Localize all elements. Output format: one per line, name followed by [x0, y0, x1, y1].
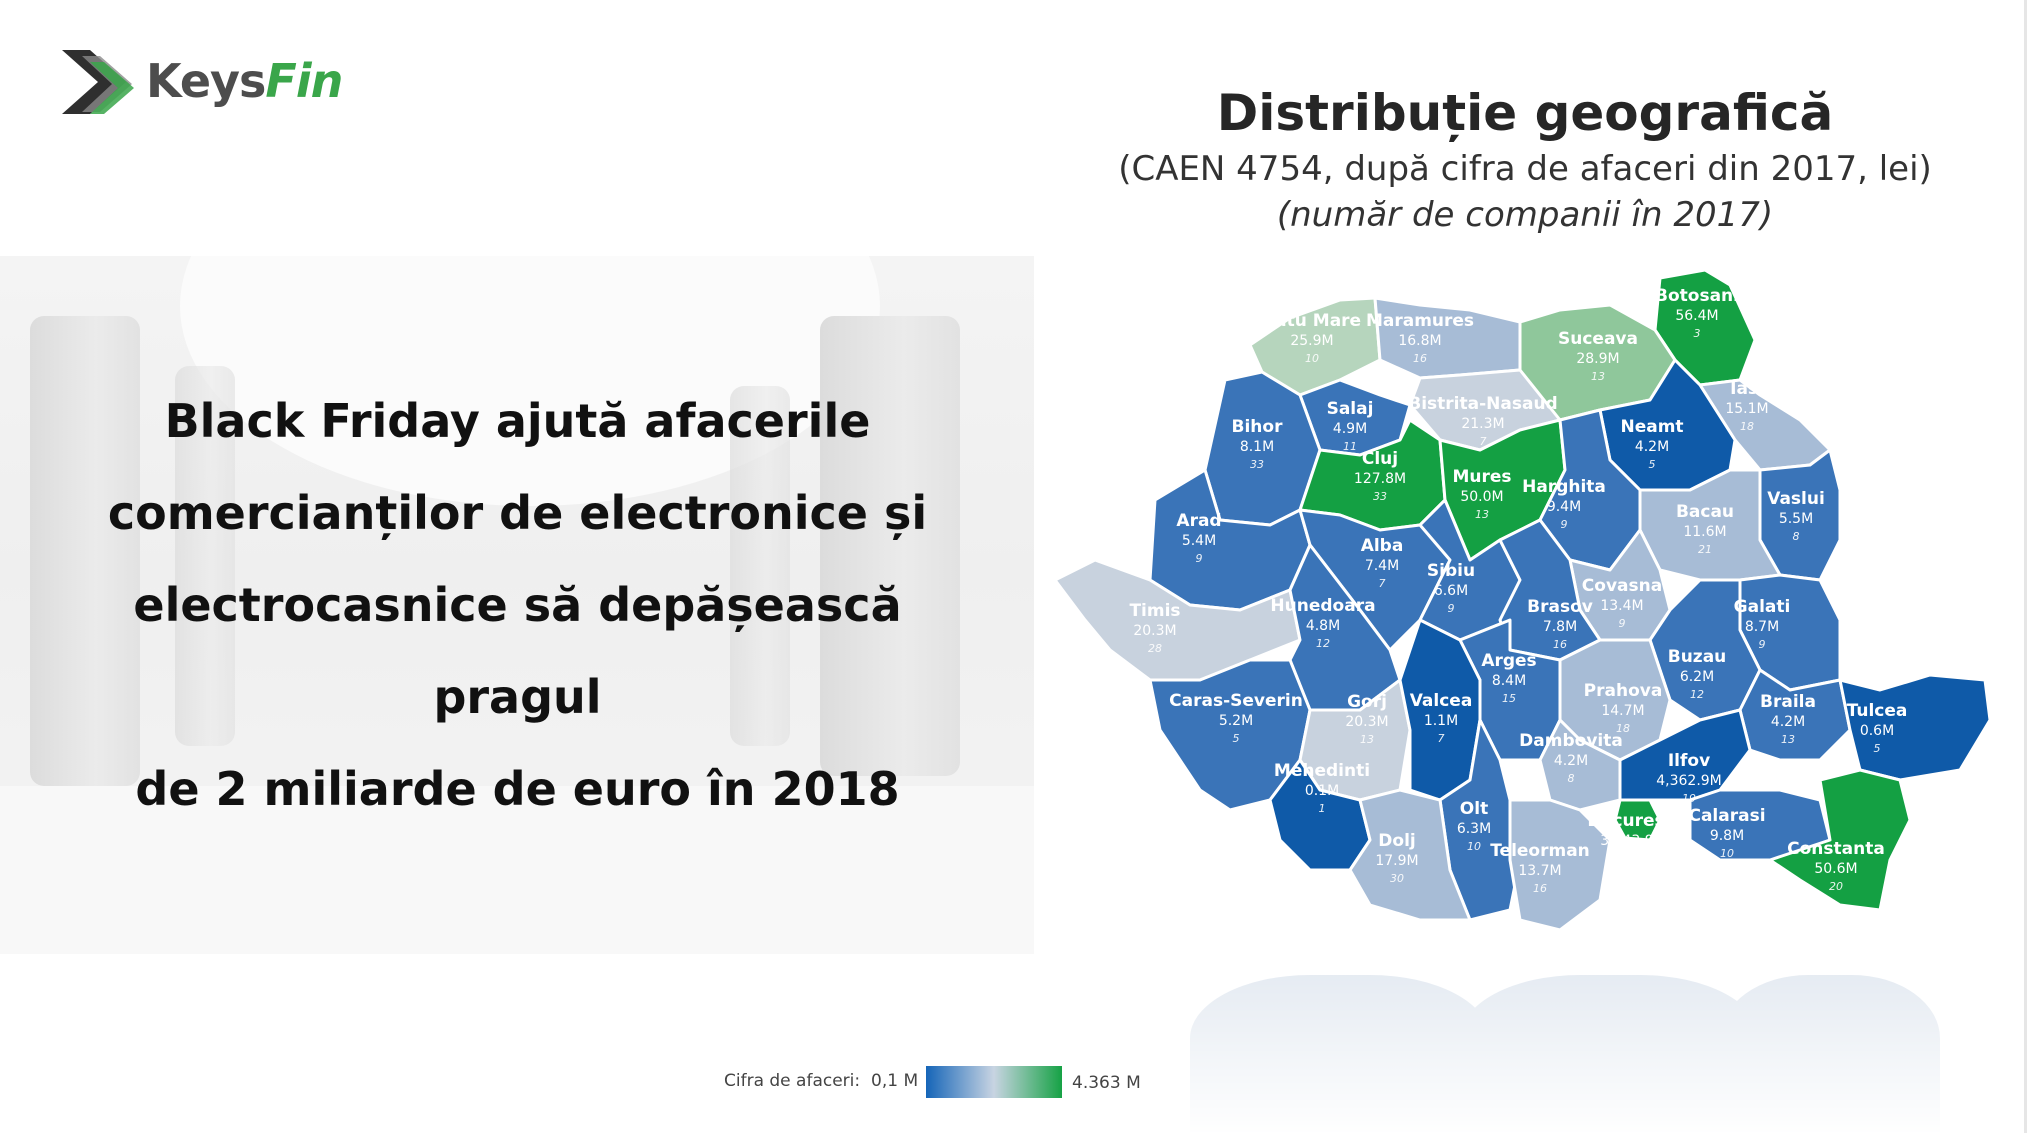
county-constanta[interactable]	[1768, 768, 1912, 912]
legend-max-label: 4.363 M	[1072, 1073, 1141, 1093]
photo-display-right	[820, 316, 960, 776]
photo-display-right-2	[730, 386, 790, 746]
headline-line-2: comercianților de electronice și	[107, 486, 928, 540]
logo-wordmark: KeysFin	[146, 54, 343, 108]
county-teleorman[interactable]	[1508, 798, 1612, 932]
map-reflection	[1180, 975, 1940, 1133]
keysfin-logo[interactable]: KeysFin	[60, 48, 343, 128]
logo-chevron-icon	[62, 50, 134, 114]
county-bucuresti[interactable]	[1613, 798, 1662, 842]
county-tulcea[interactable]	[1838, 673, 1992, 782]
photo-floor	[0, 786, 1034, 954]
right-edge-line	[2024, 0, 2027, 1133]
legend-min-label: 0,1 M	[871, 1071, 919, 1091]
photo-display-left	[30, 316, 140, 786]
headline-line-1: Black Friday ajută afacerile	[164, 394, 871, 448]
logo-fin-text: Fin	[265, 54, 343, 108]
headline-line-4: de 2 miliarde de euro în 2018	[135, 762, 900, 816]
county-dolj[interactable]	[1348, 788, 1472, 922]
county-buzau[interactable]	[1648, 578, 1762, 722]
county-maramures[interactable]	[1373, 296, 1522, 380]
map-subtitle: (CAEN 4754, după cifra de afaceri din 20…	[1118, 149, 1932, 189]
map-title-block: Distribuție geografică (CAEN 4754, după …	[1090, 80, 1960, 238]
legend-caption: Cifra de afaceri:	[724, 1071, 861, 1091]
headline-line-3: electrocasnice să depășească pragul	[133, 578, 902, 724]
map-title: Distribuție geografică	[1216, 84, 1834, 142]
logo-keys-text: Keys	[146, 54, 266, 108]
romania-county-map	[1053, 268, 1992, 932]
map-subtitle-count: (număr de companii în 2017)	[1276, 195, 1774, 235]
legend-gradient-bar	[926, 1066, 1062, 1098]
headline: Black Friday ajută afacerile comercianți…	[50, 375, 985, 835]
store-photo-panel	[0, 256, 1034, 954]
photo-display-left-2	[175, 366, 235, 746]
